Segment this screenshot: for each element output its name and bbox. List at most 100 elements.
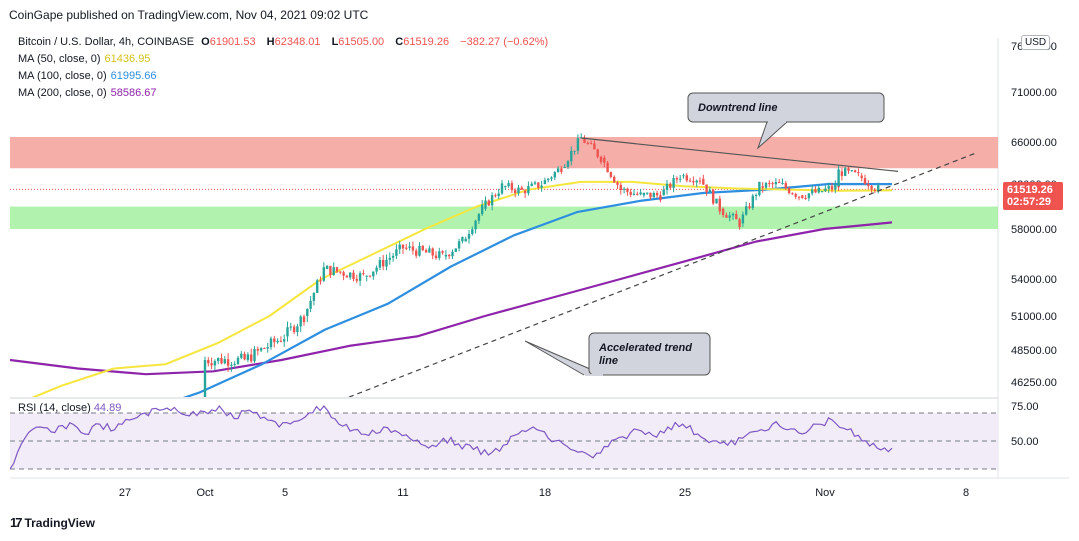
- candle: [448, 254, 451, 259]
- candle: [398, 241, 401, 254]
- candle: [712, 188, 715, 205]
- candle: [355, 274, 358, 284]
- candle: [481, 200, 484, 217]
- legend-ma50: MA (50, close, 0) 61436.95: [18, 53, 151, 65]
- candle: [632, 189, 636, 196]
- candle: [299, 314, 302, 333]
- candle: [358, 271, 362, 286]
- candle: [484, 196, 487, 211]
- price-tick-label: 48500.00: [1011, 345, 1057, 357]
- candle: [471, 226, 474, 236]
- candle: [619, 182, 622, 195]
- candle: [639, 188, 642, 196]
- candle: [217, 357, 220, 365]
- candle: [220, 353, 223, 365]
- candle: [863, 174, 867, 185]
- time-tick-label: 5: [282, 487, 288, 499]
- legend-change: −382.27 (−0.62%): [460, 36, 549, 48]
- candle: [827, 182, 830, 194]
- candle: [794, 192, 797, 200]
- candle: [283, 334, 286, 347]
- candle: [609, 171, 613, 179]
- price-tick-label: 51000.00: [1011, 311, 1057, 323]
- candle: [286, 321, 289, 342]
- candle: [563, 164, 566, 168]
- candle: [560, 166, 563, 175]
- callout-text: Downtrend line: [698, 102, 777, 114]
- candle: [811, 184, 814, 196]
- rsi-line: [10, 405, 893, 470]
- candle: [758, 181, 761, 197]
- legend-rsi: RSI (14, close) 44.89: [18, 402, 122, 414]
- candle: [837, 164, 840, 187]
- candle: [372, 271, 375, 280]
- candle: [253, 346, 256, 363]
- candle: [754, 193, 758, 201]
- candle: [520, 185, 523, 191]
- candle: [738, 217, 741, 230]
- candle: [421, 244, 424, 252]
- candle: [236, 355, 240, 366]
- candle: [824, 185, 827, 193]
- candle: [692, 176, 695, 186]
- tradingview-logo[interactable]: 17 TradingView: [10, 515, 95, 530]
- ma200-line: [10, 221, 893, 376]
- candle: [296, 323, 299, 337]
- candle: [543, 177, 547, 185]
- candle: [705, 184, 708, 196]
- candle: [847, 166, 850, 174]
- candle: [580, 133, 583, 139]
- candle: [570, 146, 573, 166]
- candle: [514, 188, 517, 198]
- candle: [781, 178, 784, 185]
- candle: [230, 361, 233, 372]
- candle: [349, 272, 352, 280]
- candle: [302, 314, 306, 326]
- candle: [748, 202, 751, 210]
- candle: [415, 248, 418, 259]
- candle: [240, 350, 243, 360]
- candle: [768, 180, 771, 188]
- currency-button[interactable]: USD: [1021, 35, 1051, 50]
- candle: [566, 159, 570, 170]
- candle: [787, 186, 791, 195]
- candle: [203, 356, 207, 397]
- tradingview-logo-icon: 17: [10, 515, 23, 530]
- candle: [797, 196, 801, 201]
- candle: [382, 254, 385, 271]
- last-price-value: 61519.26: [1007, 184, 1053, 196]
- candle: [655, 190, 659, 199]
- candle: [764, 181, 768, 190]
- price-tick-label: 46250.00: [1011, 377, 1057, 389]
- candle: [801, 194, 804, 199]
- candle: [292, 324, 296, 335]
- candle: [589, 140, 593, 145]
- legend-high: H62348.01: [266, 36, 321, 48]
- candle: [487, 199, 490, 207]
- candle: [616, 180, 619, 190]
- candle: [375, 265, 378, 275]
- candle: [834, 180, 837, 194]
- candle: [606, 161, 609, 173]
- candle: [233, 361, 236, 369]
- candle: [725, 212, 728, 218]
- callout-text: Accelerated trend: [598, 342, 692, 354]
- rsi-tick-label: 75.00: [1011, 401, 1039, 413]
- candle: [500, 180, 504, 195]
- candle: [596, 148, 599, 159]
- time-tick-label: 11: [397, 487, 408, 499]
- candle: [246, 352, 250, 363]
- candle: [599, 155, 603, 165]
- candle: [873, 188, 877, 194]
- candle: [603, 155, 606, 168]
- candle: [329, 265, 332, 278]
- candle: [207, 357, 210, 367]
- candle: [530, 181, 533, 187]
- legend-low: L61505.00: [331, 36, 385, 48]
- time-tick-label: Nov: [815, 487, 835, 499]
- price-pane: [10, 133, 998, 397]
- candle: [807, 193, 811, 202]
- bar-countdown: 02:57:29: [1007, 196, 1052, 208]
